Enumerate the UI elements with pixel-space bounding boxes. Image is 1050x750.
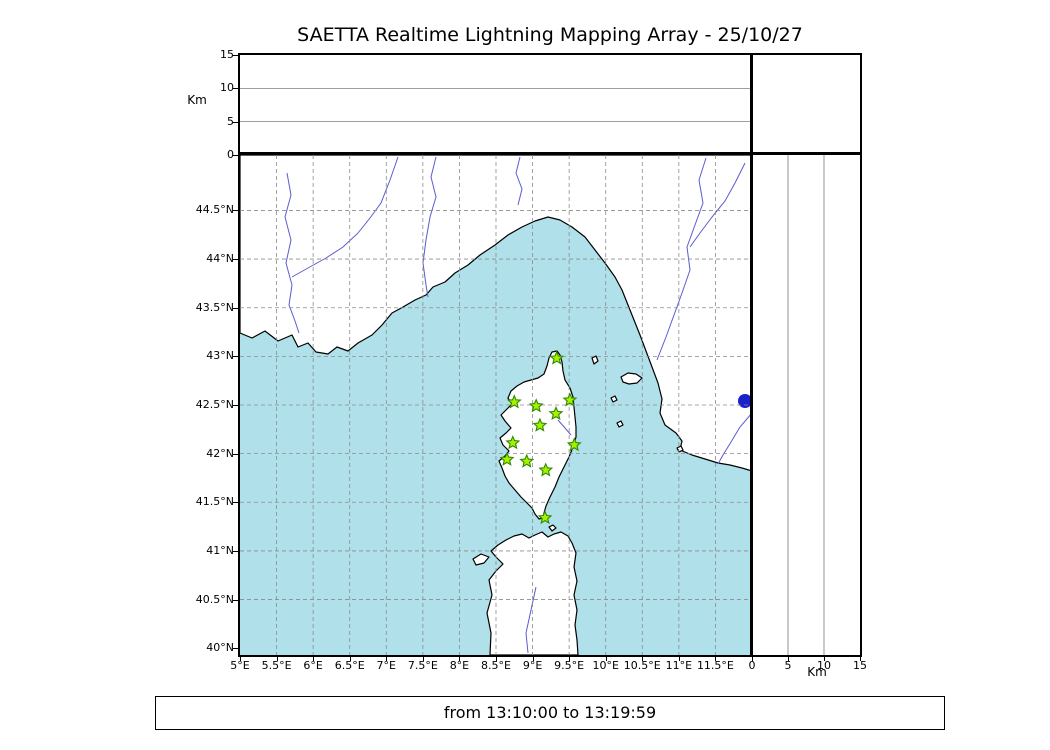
lat-tick-label: 42.5°N — [168, 398, 234, 412]
tick-mark — [233, 155, 239, 156]
tick-mark — [233, 88, 239, 89]
lat-tick-label: 40.5°N — [168, 593, 234, 607]
coastline-montecristo — [617, 421, 623, 427]
lat-tick-label: 43°N — [168, 349, 234, 363]
tick-mark — [824, 656, 825, 661]
tick-mark — [715, 656, 716, 661]
figure-window: { "title": "SAETTA Realtime Lightning Ma… — [0, 0, 1050, 750]
map-right-spine — [750, 53, 753, 657]
alt-bottom-tick-label: 0 — [737, 659, 767, 673]
tick-mark — [788, 656, 789, 661]
tick-mark — [642, 656, 643, 661]
tick-mark — [860, 656, 861, 661]
lat-tick-label: 42°N — [168, 447, 234, 461]
altitude-latitude-plot — [752, 155, 860, 655]
tick-mark — [233, 551, 239, 552]
time-window-text: from 13:10:00 to 13:19:59 — [444, 703, 656, 722]
tick-mark — [350, 656, 351, 661]
tick-mark — [752, 656, 753, 661]
tick-mark — [533, 656, 534, 661]
tick-mark — [233, 405, 239, 406]
alt-bottom-tick-label: 15 — [845, 659, 875, 673]
tick-mark — [277, 656, 278, 661]
tick-mark — [606, 656, 607, 661]
lat-tick-label: 43.5°N — [168, 301, 234, 315]
tick-mark — [423, 656, 424, 661]
coastline-giglio — [677, 446, 683, 452]
alt-left-tick-label: 0 — [200, 148, 234, 162]
tick-mark — [233, 648, 239, 649]
tick-mark — [569, 656, 570, 661]
lat-tick-label: 44.5°N — [168, 203, 234, 217]
map-panel — [238, 153, 754, 657]
tick-mark — [459, 656, 460, 661]
time-window-box: from 13:10:00 to 13:19:59 — [155, 696, 945, 730]
page-title: SAETTA Realtime Lightning Mapping Array … — [190, 24, 910, 46]
tick-mark — [233, 55, 239, 56]
tick-mark — [233, 502, 239, 503]
lat-tick-label: 40°N — [168, 641, 234, 655]
alt-bottom-tick-label: 10 — [809, 659, 839, 673]
coastline-pianosa — [611, 396, 617, 402]
map-top-spine — [238, 152, 862, 155]
lon-tick-label: 11.5°E — [690, 659, 740, 673]
tick-mark — [233, 454, 239, 455]
lat-tick-label: 44°N — [168, 252, 234, 266]
tick-mark — [233, 356, 239, 357]
alt-left-tick-label: 10 — [200, 81, 234, 95]
alt-left-tick-label: 15 — [200, 48, 234, 62]
alt-bottom-tick-label: 5 — [773, 659, 803, 673]
altitude-longitude-plot — [240, 55, 752, 155]
tick-mark — [496, 656, 497, 661]
tick-mark — [679, 656, 680, 661]
tick-mark — [233, 122, 239, 123]
tick-mark — [313, 656, 314, 661]
altitude-vs-latitude-panel — [750, 153, 862, 657]
lat-tick-label: 41°N — [168, 544, 234, 558]
tick-mark — [386, 656, 387, 661]
geographic-map — [240, 155, 752, 655]
tick-mark — [233, 308, 239, 309]
alt-left-tick-label: 5 — [200, 115, 234, 129]
tick-mark — [233, 259, 239, 260]
tick-mark — [233, 210, 239, 211]
tick-mark — [233, 600, 239, 601]
altitude-vs-longitude-panel — [238, 53, 754, 157]
tick-mark — [240, 656, 241, 661]
lat-tick-label: 41.5°N — [168, 495, 234, 509]
corner-panel — [750, 53, 862, 157]
